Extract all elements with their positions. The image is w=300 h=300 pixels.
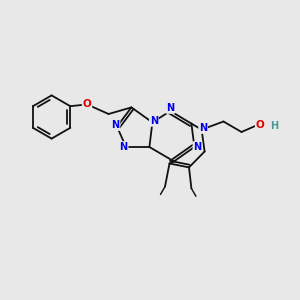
Text: N: N — [150, 116, 158, 126]
Text: N: N — [166, 103, 175, 113]
Text: N: N — [193, 142, 202, 152]
Text: N: N — [111, 120, 120, 130]
Text: O: O — [256, 119, 265, 130]
Text: H: H — [270, 121, 278, 131]
Text: O: O — [82, 99, 91, 110]
Text: N: N — [199, 123, 207, 133]
Text: N: N — [119, 142, 128, 152]
